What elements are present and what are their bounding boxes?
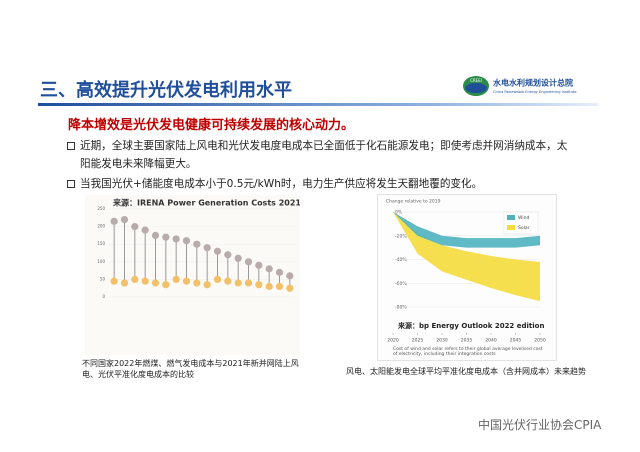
range-band (393, 212, 540, 302)
logo-text: CREEI (470, 78, 482, 83)
logo: CREEI 水电水利规划设计总院 China Renewable Energy … (463, 76, 577, 96)
dot (162, 233, 170, 241)
chart-title: 来源：IRENA Power Generation Costs 2021 (112, 198, 300, 208)
chart: 来源：IRENA Power Generation Costs 2021 0 50 1… (85, 195, 300, 355)
dot (172, 235, 180, 243)
dot (275, 268, 284, 276)
dot (244, 279, 253, 287)
y-tick-label: 150 (97, 241, 105, 246)
dot (193, 279, 201, 287)
subtitle: 降本增效是光伏发电健康可持续发展的核心动力。 (68, 118, 355, 133)
dot (255, 281, 263, 289)
dot (224, 251, 232, 259)
dot (203, 244, 211, 252)
dot (265, 282, 273, 291)
dot (110, 217, 118, 225)
dot (265, 265, 273, 273)
chart: Change relative to 2019 0% -20% -40% -60% -80… (377, 194, 557, 361)
y-tick-label: -40% (395, 257, 407, 263)
dot (182, 237, 191, 245)
dot (286, 272, 294, 280)
y-tick-label: -60% (395, 281, 407, 287)
y-tick-label: 200 (97, 224, 105, 229)
x-tick-label: 2020 (387, 338, 399, 344)
dot (213, 247, 222, 255)
org-name: 水电水利规划设计总院 (492, 78, 573, 88)
dot (182, 277, 191, 285)
bullet-text: 当我国光伏+储能度电成本小于0.5元/kWh时，电力生产供应将发生天翻地覆的变化… (80, 178, 483, 190)
dot (120, 215, 129, 224)
y-tick-label: 0 (102, 294, 105, 299)
watermark: 中国光伏行业协会CPIA (478, 418, 602, 432)
x-tick-label: 2035 (461, 338, 473, 344)
figure-caption: 风电、太阳能发电全球平均平准化度电成本（含并网成本）未来趋势 (346, 367, 586, 376)
dot (224, 277, 232, 285)
dot (213, 275, 222, 283)
chart-title: Change relative to 2019 (386, 199, 441, 205)
x-tick-label: 2045 (510, 338, 522, 344)
x-tick-label: 2050 (534, 338, 546, 344)
dot (193, 240, 201, 248)
y-tick-label: -20% (395, 233, 407, 239)
y-tick-label: 250 (97, 206, 105, 211)
dot (162, 281, 170, 289)
dot (131, 223, 139, 231)
bullet: 近期，全球主要国家陆上风电和光伏发电度电成本已全面低于化石能源发电；即使考虑并网… (67, 137, 572, 173)
logo-wave (465, 83, 487, 93)
slide-title: 三、高效提升光伏发电利用水平 (40, 80, 292, 101)
x-tick-label: 2030 (436, 338, 448, 344)
dot (151, 279, 160, 287)
legend-swatch (507, 225, 515, 230)
dot (172, 275, 180, 283)
y-tick-label: 100 (97, 259, 105, 264)
dot (286, 284, 294, 292)
legend-label: Wind (518, 215, 529, 221)
legend-swatch (507, 215, 515, 220)
dot (234, 254, 242, 262)
bullet: 当我国光伏+储能度电成本小于0.5元/kWh时，电力生产供应将发生天翻地覆的变化… (67, 175, 572, 193)
legend-label: Solar (518, 225, 530, 231)
y-tick-label: 0% (395, 210, 403, 216)
dot (203, 281, 211, 289)
dot (255, 261, 263, 269)
dot (141, 277, 149, 285)
chart-source: 来源：bp Energy Outlook 2022 edition (397, 321, 544, 330)
x-tick-label: 2040 (485, 338, 497, 344)
chart-note: Cost of wind and solar refers to their g… (393, 347, 543, 357)
x-tick-label: 2025 (412, 338, 424, 344)
bullet-text: 近期，全球主要国家陆上风电和光伏发电度电成本已全面低于化石能源发电；即使考虑并网… (80, 140, 568, 170)
dot (120, 279, 129, 287)
dot (234, 279, 242, 287)
dot (151, 231, 160, 239)
title-rule (38, 103, 598, 106)
org-name-en: China Renewable Energy Engineering Insti… (493, 90, 577, 94)
dot (244, 258, 253, 266)
dot (275, 282, 284, 291)
y-tick-label: 50 (100, 276, 106, 281)
range-band (393, 212, 540, 248)
y-tick-label: -80% (395, 305, 407, 311)
dot (131, 275, 139, 283)
dot (110, 277, 118, 285)
dot (141, 226, 149, 234)
figure-caption: 不同国家2022年燃煤、燃气发电成本与2021年新并网陆上风电、光伏平准化度电成… (82, 359, 299, 379)
